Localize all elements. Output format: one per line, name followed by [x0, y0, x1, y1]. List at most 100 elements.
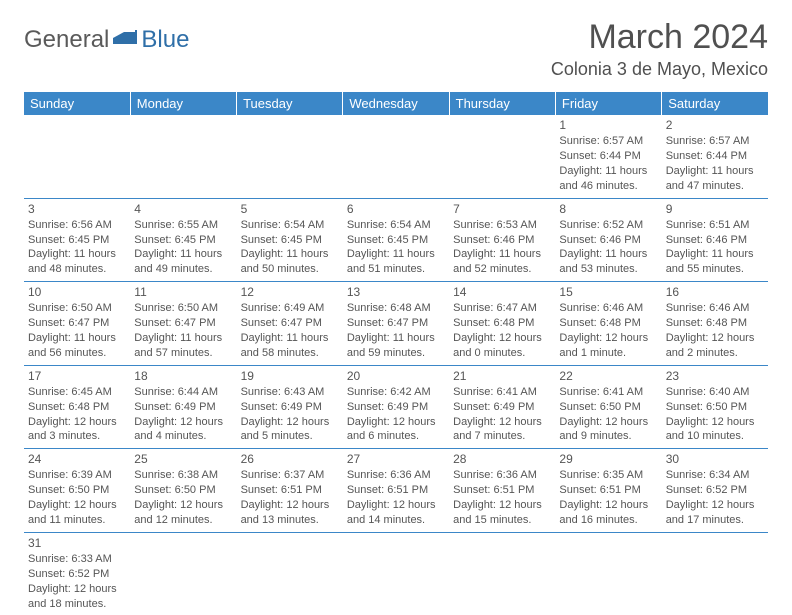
daylight-text: Daylight: 11 hours and 57 minutes.	[134, 331, 232, 361]
day-cell: 9Sunrise: 6:51 AMSunset: 6:46 PMDaylight…	[662, 198, 768, 282]
day-number: 14	[453, 284, 551, 300]
day-number: 26	[241, 451, 339, 467]
sunset-text: Sunset: 6:45 PM	[347, 233, 445, 248]
col-saturday: Saturday	[662, 92, 768, 115]
day-cell	[662, 532, 768, 615]
day-cell: 14Sunrise: 6:47 AMSunset: 6:48 PMDayligh…	[449, 282, 555, 366]
day-cell: 13Sunrise: 6:48 AMSunset: 6:47 PMDayligh…	[343, 282, 449, 366]
sunset-text: Sunset: 6:50 PM	[134, 483, 232, 498]
sunset-text: Sunset: 6:48 PM	[559, 316, 657, 331]
daylight-text: Daylight: 12 hours and 2 minutes.	[666, 331, 764, 361]
day-number: 12	[241, 284, 339, 300]
day-cell: 22Sunrise: 6:41 AMSunset: 6:50 PMDayligh…	[555, 365, 661, 449]
sunrise-text: Sunrise: 6:45 AM	[28, 385, 126, 400]
day-cell: 12Sunrise: 6:49 AMSunset: 6:47 PMDayligh…	[237, 282, 343, 366]
sunrise-text: Sunrise: 6:37 AM	[241, 468, 339, 483]
sunset-text: Sunset: 6:46 PM	[559, 233, 657, 248]
day-cell: 29Sunrise: 6:35 AMSunset: 6:51 PMDayligh…	[555, 449, 661, 533]
flag-icon	[113, 28, 139, 51]
sunrise-text: Sunrise: 6:54 AM	[241, 218, 339, 233]
sunrise-text: Sunrise: 6:36 AM	[453, 468, 551, 483]
daylight-text: Daylight: 11 hours and 46 minutes.	[559, 164, 657, 194]
header-row: Sunday Monday Tuesday Wednesday Thursday…	[24, 92, 768, 115]
day-cell: 25Sunrise: 6:38 AMSunset: 6:50 PMDayligh…	[130, 449, 236, 533]
daylight-text: Daylight: 11 hours and 59 minutes.	[347, 331, 445, 361]
month-title: March 2024	[551, 18, 768, 57]
daylight-text: Daylight: 11 hours and 48 minutes.	[28, 247, 126, 277]
week-row: 24Sunrise: 6:39 AMSunset: 6:50 PMDayligh…	[24, 449, 768, 533]
sunrise-text: Sunrise: 6:36 AM	[347, 468, 445, 483]
daylight-text: Daylight: 12 hours and 11 minutes.	[28, 498, 126, 528]
day-number: 28	[453, 451, 551, 467]
sunrise-text: Sunrise: 6:33 AM	[28, 552, 126, 567]
day-cell	[237, 532, 343, 615]
sunrise-text: Sunrise: 6:53 AM	[453, 218, 551, 233]
daylight-text: Daylight: 12 hours and 1 minute.	[559, 331, 657, 361]
day-cell: 16Sunrise: 6:46 AMSunset: 6:48 PMDayligh…	[662, 282, 768, 366]
sunset-text: Sunset: 6:44 PM	[559, 149, 657, 164]
daylight-text: Daylight: 11 hours and 49 minutes.	[134, 247, 232, 277]
sunset-text: Sunset: 6:45 PM	[241, 233, 339, 248]
sunset-text: Sunset: 6:48 PM	[453, 316, 551, 331]
day-cell: 6Sunrise: 6:54 AMSunset: 6:45 PMDaylight…	[343, 198, 449, 282]
daylight-text: Daylight: 12 hours and 9 minutes.	[559, 415, 657, 445]
sunset-text: Sunset: 6:45 PM	[134, 233, 232, 248]
day-number: 31	[28, 535, 126, 551]
daylight-text: Daylight: 11 hours and 50 minutes.	[241, 247, 339, 277]
day-cell: 30Sunrise: 6:34 AMSunset: 6:52 PMDayligh…	[662, 449, 768, 533]
day-cell: 5Sunrise: 6:54 AMSunset: 6:45 PMDaylight…	[237, 198, 343, 282]
daylight-text: Daylight: 11 hours and 56 minutes.	[28, 331, 126, 361]
calendar-table: Sunday Monday Tuesday Wednesday Thursday…	[24, 92, 768, 615]
sunset-text: Sunset: 6:46 PM	[666, 233, 764, 248]
day-number: 30	[666, 451, 764, 467]
sunrise-text: Sunrise: 6:35 AM	[559, 468, 657, 483]
week-row: 1Sunrise: 6:57 AMSunset: 6:44 PMDaylight…	[24, 115, 768, 198]
sunrise-text: Sunrise: 6:50 AM	[134, 301, 232, 316]
day-number: 4	[134, 201, 232, 217]
col-friday: Friday	[555, 92, 661, 115]
day-cell: 26Sunrise: 6:37 AMSunset: 6:51 PMDayligh…	[237, 449, 343, 533]
sunrise-text: Sunrise: 6:48 AM	[347, 301, 445, 316]
sunset-text: Sunset: 6:47 PM	[28, 316, 126, 331]
day-cell: 3Sunrise: 6:56 AMSunset: 6:45 PMDaylight…	[24, 198, 130, 282]
sunrise-text: Sunrise: 6:47 AM	[453, 301, 551, 316]
sunset-text: Sunset: 6:52 PM	[666, 483, 764, 498]
day-number: 21	[453, 368, 551, 384]
day-cell: 23Sunrise: 6:40 AMSunset: 6:50 PMDayligh…	[662, 365, 768, 449]
day-cell: 17Sunrise: 6:45 AMSunset: 6:48 PMDayligh…	[24, 365, 130, 449]
daylight-text: Daylight: 11 hours and 47 minutes.	[666, 164, 764, 194]
day-cell: 4Sunrise: 6:55 AMSunset: 6:45 PMDaylight…	[130, 198, 236, 282]
day-number: 6	[347, 201, 445, 217]
sunrise-text: Sunrise: 6:42 AM	[347, 385, 445, 400]
day-cell: 10Sunrise: 6:50 AMSunset: 6:47 PMDayligh…	[24, 282, 130, 366]
sunset-text: Sunset: 6:49 PM	[241, 400, 339, 415]
sunset-text: Sunset: 6:50 PM	[559, 400, 657, 415]
header: General Blue March 2024 Colonia 3 de May…	[24, 18, 768, 80]
sunset-text: Sunset: 6:45 PM	[28, 233, 126, 248]
sunrise-text: Sunrise: 6:52 AM	[559, 218, 657, 233]
day-cell	[343, 115, 449, 198]
location: Colonia 3 de Mayo, Mexico	[551, 59, 768, 80]
day-cell: 27Sunrise: 6:36 AMSunset: 6:51 PMDayligh…	[343, 449, 449, 533]
col-wednesday: Wednesday	[343, 92, 449, 115]
daylight-text: Daylight: 12 hours and 13 minutes.	[241, 498, 339, 528]
day-number: 23	[666, 368, 764, 384]
sunrise-text: Sunrise: 6:50 AM	[28, 301, 126, 316]
daylight-text: Daylight: 12 hours and 3 minutes.	[28, 415, 126, 445]
daylight-text: Daylight: 11 hours and 53 minutes.	[559, 247, 657, 277]
day-number: 29	[559, 451, 657, 467]
sunrise-text: Sunrise: 6:34 AM	[666, 468, 764, 483]
daylight-text: Daylight: 12 hours and 18 minutes.	[28, 582, 126, 612]
day-number: 1	[559, 117, 657, 133]
day-number: 18	[134, 368, 232, 384]
sunrise-text: Sunrise: 6:57 AM	[559, 134, 657, 149]
sunrise-text: Sunrise: 6:46 AM	[666, 301, 764, 316]
sunrise-text: Sunrise: 6:41 AM	[453, 385, 551, 400]
daylight-text: Daylight: 12 hours and 12 minutes.	[134, 498, 232, 528]
day-cell: 8Sunrise: 6:52 AMSunset: 6:46 PMDaylight…	[555, 198, 661, 282]
day-number: 13	[347, 284, 445, 300]
logo-text-general: General	[24, 26, 109, 54]
sunrise-text: Sunrise: 6:46 AM	[559, 301, 657, 316]
day-number: 2	[666, 117, 764, 133]
day-number: 10	[28, 284, 126, 300]
